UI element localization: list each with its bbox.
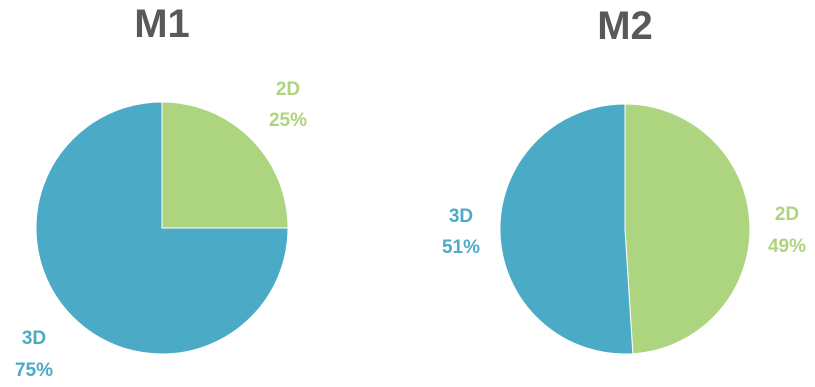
slice-label-m2-2d: 2D xyxy=(775,204,799,225)
pie-slice-m2-3d xyxy=(499,103,634,355)
pie-m1 xyxy=(35,101,289,355)
slice-percent-m2-2d: 49% xyxy=(768,236,806,257)
slice-label-m1-2d: 2D xyxy=(276,79,300,100)
pie-slice-m1-3d xyxy=(35,101,289,355)
slice-percent-m2-3d: 51% xyxy=(442,237,480,258)
slice-percent-m1-3d: 75% xyxy=(15,360,53,381)
pie-m2 xyxy=(499,103,751,355)
pie-slice-m2-2d xyxy=(624,103,751,355)
slice-percent-m1-2d: 25% xyxy=(269,110,307,131)
chart-title-m1: M1 xyxy=(134,2,190,46)
slice-label-m2-3d: 3D xyxy=(449,206,473,227)
slice-label-m1-3d: 3D xyxy=(22,328,46,349)
chart-title-m2: M2 xyxy=(597,4,653,48)
pie-slice-m1-2d xyxy=(161,101,289,229)
